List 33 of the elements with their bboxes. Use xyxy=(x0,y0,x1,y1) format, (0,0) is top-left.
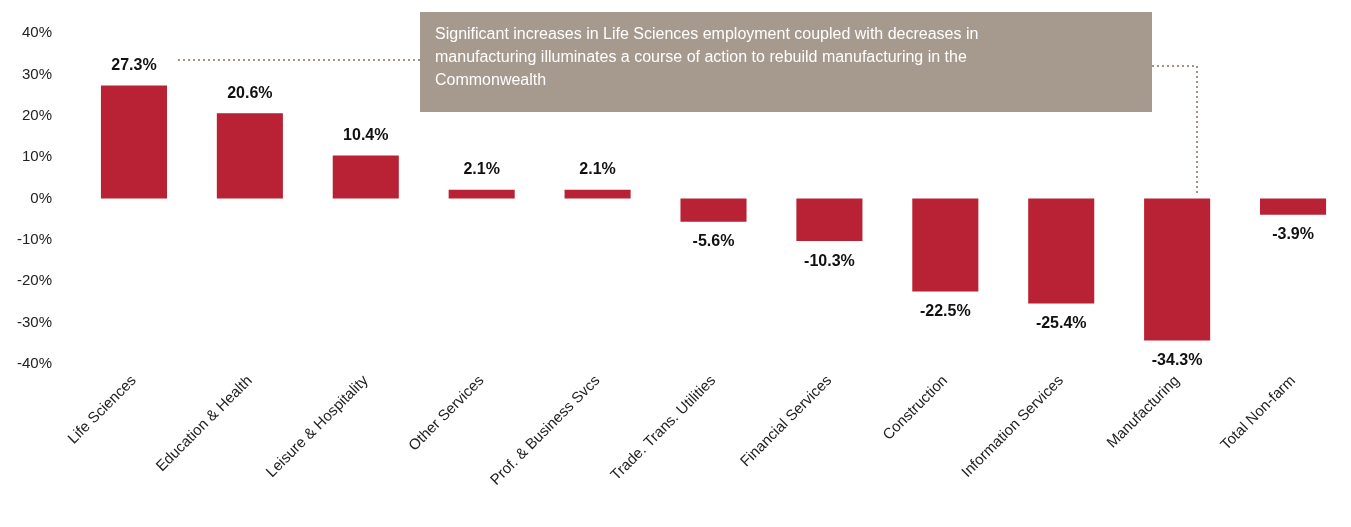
data-label: -25.4% xyxy=(1035,314,1087,331)
bar xyxy=(1144,198,1211,341)
data-label: -10.3% xyxy=(804,251,855,269)
data-label: -3.9% xyxy=(1272,225,1314,243)
y-tick-label: -10% xyxy=(16,230,52,248)
y-tick-label: -30% xyxy=(16,312,52,330)
y-tick-label: 40% xyxy=(21,23,52,41)
data-label: 20.6% xyxy=(227,83,273,101)
bar xyxy=(912,198,979,292)
y-tick-label: -20% xyxy=(16,271,52,289)
data-label: 2.1% xyxy=(463,160,500,178)
data-label: 10.4% xyxy=(343,125,389,143)
bar xyxy=(564,189,631,199)
bar xyxy=(100,85,167,199)
bar xyxy=(448,189,515,199)
y-tick-label: 20% xyxy=(21,105,52,123)
data-label: 2.1% xyxy=(579,160,616,178)
data-label: -22.5% xyxy=(919,302,971,319)
callout-box: Significant increases in Life Sciences employment coupled with decreases in manufacturing illuminates a course of action to rebuild manufacturing in the Commonwealth xyxy=(420,12,1152,112)
data-label: -5.6% xyxy=(692,232,735,250)
bar xyxy=(680,198,747,222)
bar xyxy=(216,113,283,199)
y-tick-label: 10% xyxy=(21,147,52,165)
bar xyxy=(1260,198,1327,215)
bar xyxy=(796,198,863,242)
y-tick-label: 30% xyxy=(21,64,52,82)
y-tick-label: 0% xyxy=(30,188,52,206)
data-label: 27.3% xyxy=(111,55,157,73)
bar xyxy=(1028,198,1095,304)
y-tick-label: -40% xyxy=(16,354,52,372)
data-label: -34.3% xyxy=(1151,350,1203,368)
annotation: Significant increases in Life Sciences employment coupled with decreases in manufacturing illuminates a course of action to rebuild manufacturing in the Commonwealth xyxy=(435,24,980,90)
bar xyxy=(332,155,399,199)
